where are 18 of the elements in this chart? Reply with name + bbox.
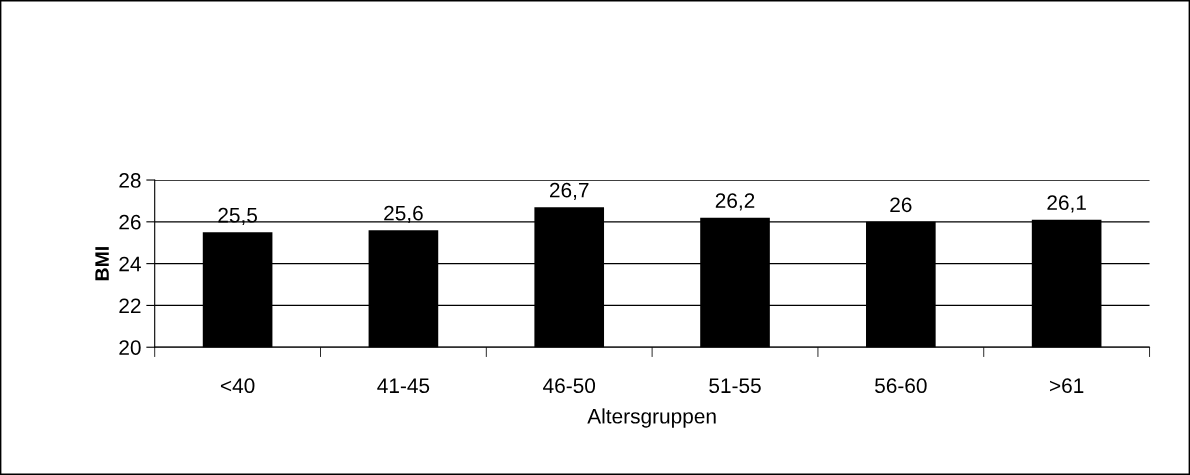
data-label: 26,2 [715, 193, 755, 211]
x-tick-label: <40 [220, 378, 255, 394]
x-tick-label: 46-50 [543, 378, 596, 394]
y-tick-label: 22 [119, 298, 141, 313]
x-tick-label: 56-60 [875, 378, 927, 394]
y-tick-label: 24 [119, 256, 141, 272]
data-label: 26,1 [1047, 195, 1086, 213]
x-axis-title: Altersgruppen [587, 408, 716, 428]
data-label: 26,7 [549, 182, 589, 200]
data-label: 25,6 [384, 205, 423, 223]
x-tick-label: >61 [1050, 378, 1084, 394]
y-tick-label: 28 [119, 173, 141, 188]
x-tick-label: 51-55 [709, 378, 761, 394]
y-tick-label: 20 [119, 340, 141, 355]
data-label: 26 [890, 197, 912, 213]
y-axis-title: BMI [95, 247, 109, 281]
y-tick-label: 26 [119, 214, 141, 230]
x-tick-label: 41-45 [377, 378, 430, 394]
